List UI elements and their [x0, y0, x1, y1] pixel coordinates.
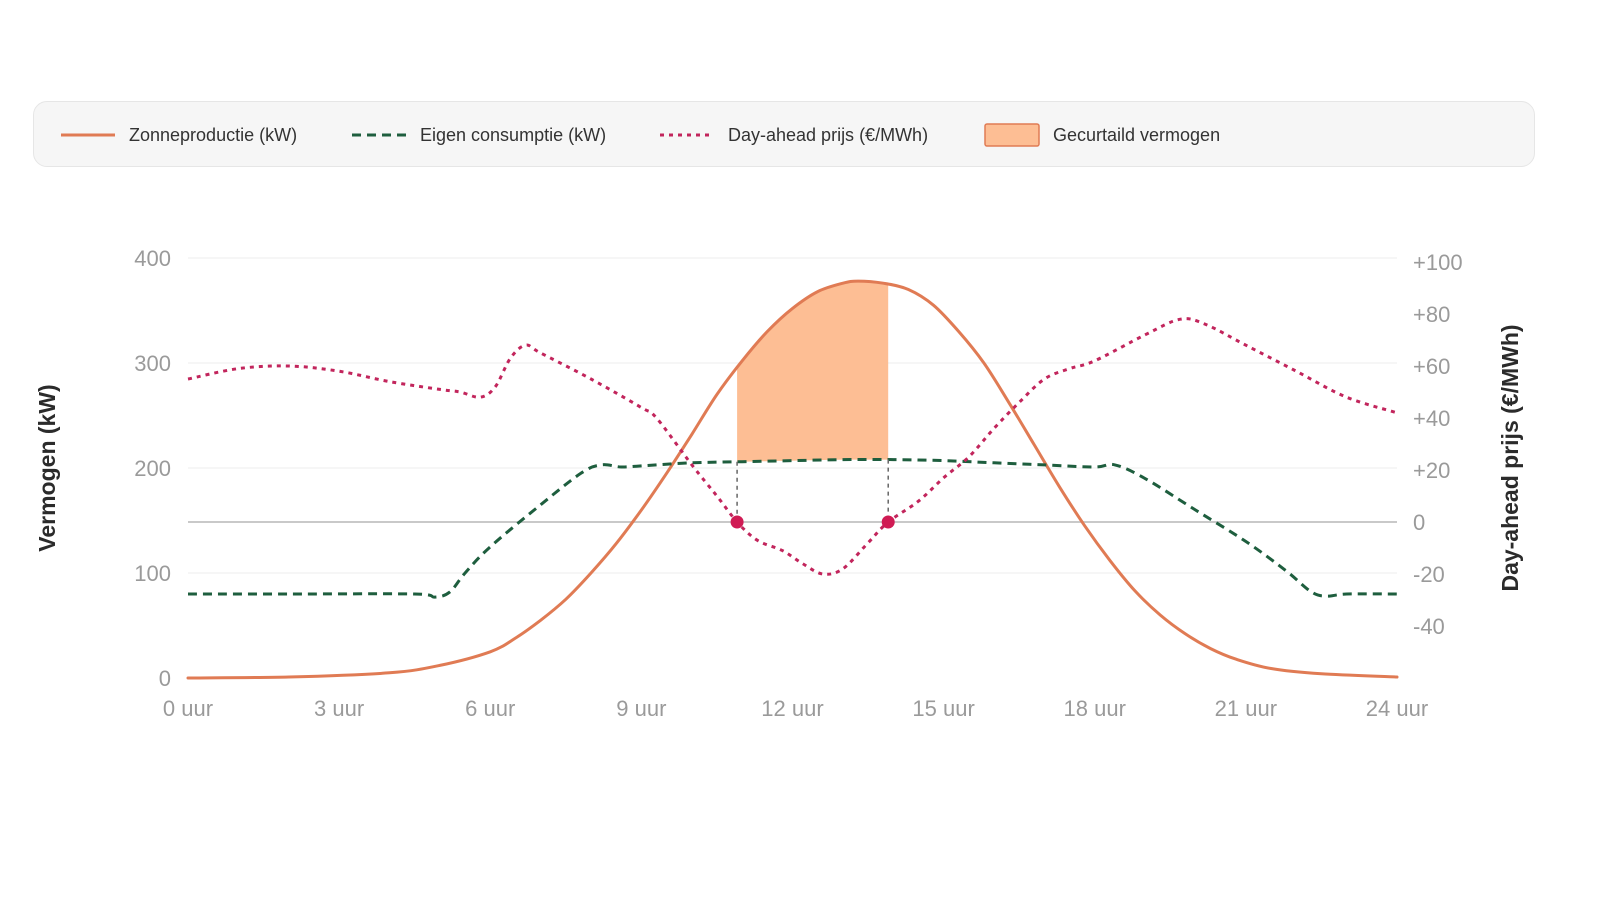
y-left-tick-label: 300: [134, 351, 171, 376]
y-right-tick-label: +100: [1413, 250, 1463, 275]
zero-crossing-marker-2: [881, 515, 895, 529]
x-tick-label: 12 uur: [761, 696, 823, 721]
y-right-tick-label: +40: [1413, 406, 1450, 431]
legend-label-solar: Zonneproductie (kW): [129, 124, 298, 145]
dotted-line-icon: [660, 133, 714, 137]
zero-crossing-marker-1: [730, 515, 744, 529]
x-tick-label: 21 uur: [1215, 696, 1277, 721]
y-left-tick-label: 400: [134, 246, 171, 271]
y-right-tick-label: -40: [1413, 614, 1445, 639]
solid-line-icon: [61, 133, 115, 137]
legend-area-swatch: [984, 123, 1040, 147]
x-tick-label: 0 uur: [163, 696, 213, 721]
y-left-tick-label: 200: [134, 456, 171, 481]
x-tick-label: 24 uur: [1366, 696, 1428, 721]
legend-item-consumption[interactable]: Eigen consumptie (kW): [351, 102, 606, 168]
curtailed-area-fill: [737, 281, 889, 462]
legend-label-consumption: Eigen consumptie (kW): [420, 124, 607, 145]
y-right-tick-label: 0: [1413, 510, 1425, 535]
x-tick-label: 18 uur: [1064, 696, 1126, 721]
chart-legend: Zonneproductie (kW) Eigen consumptie (kW…: [33, 101, 1535, 167]
series-lines: [186, 279, 1399, 680]
legend-item-price[interactable]: Day-ahead prijs (€/MWh): [659, 102, 928, 168]
y-right-tick-label: -20: [1413, 562, 1445, 587]
legend-label-curtailed: Gecurtaild vermogen: [1053, 124, 1221, 145]
series-line-solar: [186, 279, 1399, 680]
y-right-axis-title: Day-ahead prijs (€/MWh): [1497, 324, 1523, 591]
y-right-tick-label: +80: [1413, 302, 1450, 327]
y-left-tick-label: 100: [134, 561, 171, 586]
grid-lines: [188, 257, 1397, 574]
y-left-tick-label: 0: [159, 666, 171, 691]
curtailed-area: [737, 281, 889, 462]
series-line-consumption: [188, 457, 1398, 599]
dashed-line-icon: [352, 133, 406, 137]
curtailment-markers: [730, 459, 895, 529]
axes: 0 100 200 300 400 +100 +80 +60 +40 +20 0 -20 -40 0 uu…: [34, 246, 1523, 721]
legend-item-curtailed[interactable]: Gecurtaild vermogen: [984, 102, 1220, 168]
y-left-axis-title: Vermogen (kW): [34, 384, 60, 551]
filled-area-icon: [984, 123, 1040, 147]
x-tick-label: 9 uur: [616, 696, 666, 721]
x-tick-label: 3 uur: [314, 696, 364, 721]
legend-label-price: Day-ahead prijs (€/MWh): [728, 124, 929, 145]
legend-item-solar[interactable]: Zonneproductie (kW): [60, 102, 297, 168]
x-tick-label: 6 uur: [465, 696, 515, 721]
y-right-tick-label: +60: [1413, 354, 1450, 379]
x-tick-label: 15 uur: [912, 696, 974, 721]
y-right-tick-label: +20: [1413, 458, 1450, 483]
